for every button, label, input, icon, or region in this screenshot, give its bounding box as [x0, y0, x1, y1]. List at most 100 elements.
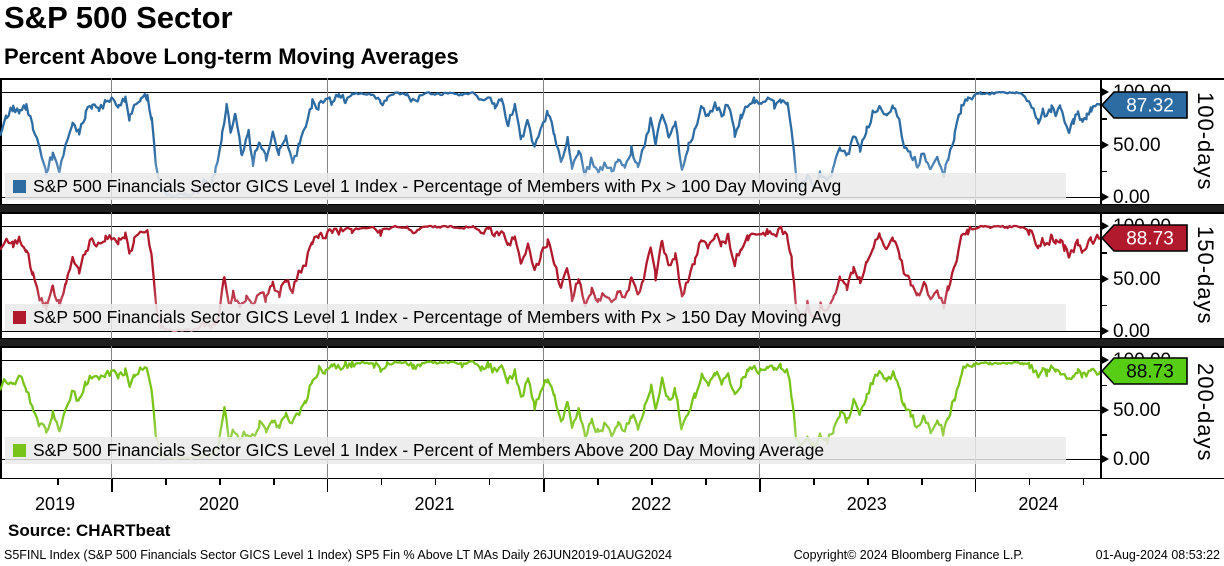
y-tick-label: 50.00: [1113, 268, 1161, 290]
x-quarter-tick: [380, 479, 383, 485]
x-quarter-tick: [921, 479, 923, 485]
x-quarter-tick: [867, 479, 869, 485]
x-axis-year-label: 2020: [198, 494, 239, 514]
y-tick-label: 50.00: [1113, 134, 1161, 156]
right-axis-title: 100-days: [1192, 78, 1218, 205]
right-axis-title-text: 200-days: [1193, 363, 1218, 462]
x-quarter-tick: [273, 479, 275, 485]
panel-divider: [0, 339, 1224, 346]
panel-top-border: [0, 346, 1224, 348]
right-axis-title: 150-days: [1192, 212, 1218, 339]
svg-text:88.73: 88.73: [1126, 228, 1174, 249]
last-value-badge: 87.32: [1101, 91, 1188, 120]
x-axis-year-label: 2021: [414, 494, 455, 514]
page-title: S&P 500 Sector: [4, 0, 233, 35]
x-quarter-tick: [813, 479, 815, 485]
axis-tick-arrow-icon: [1100, 326, 1109, 336]
x-axis-year-label: 2022: [631, 494, 672, 514]
x-year-tick: [543, 479, 545, 492]
axis-tick-arrow-icon: [1100, 139, 1109, 150]
left-axis-line: [0, 78, 2, 205]
panel-100-days: S&P 500 Financials Sector GICS Level 1 I…: [0, 78, 1224, 208]
x-quarter-tick: [651, 479, 653, 485]
legend: S&P 500 Financials Sector GICS Level 1 I…: [5, 304, 1066, 331]
year-gridline: [974, 212, 976, 339]
grid-100: [0, 226, 1100, 227]
legend: S&P 500 Financials Sector GICS Level 1 I…: [5, 437, 1066, 464]
y-minor-tick: [1100, 252, 1107, 254]
legend-swatch-icon: [13, 311, 26, 324]
svg-text:88.73: 88.73: [1126, 362, 1174, 383]
x-quarter-tick: [219, 479, 221, 485]
panel-200-days: S&P 500 Financials Sector GICS Level 1 I…: [0, 346, 1224, 479]
svg-text:87.32: 87.32: [1126, 96, 1174, 117]
y-minor-tick: [1100, 118, 1107, 120]
y-minor-tick: [1100, 304, 1107, 307]
x-quarter-tick: [705, 479, 707, 485]
year-gridline: [974, 346, 976, 479]
axis-tick-arrow-icon: [1100, 192, 1109, 202]
x-quarter-tick: [57, 479, 59, 485]
x-quarter-tick: [597, 479, 599, 485]
x-axis-year-label: 2024: [1018, 494, 1059, 514]
x-quarter-tick: [165, 479, 167, 485]
x-year-tick: [111, 479, 113, 492]
y-minor-tick: [1100, 170, 1107, 173]
left-axis-line: [0, 212, 2, 339]
y-tick-label: 0.00: [1113, 187, 1150, 208]
legend: S&P 500 Financials Sector GICS Level 1 I…: [5, 173, 1066, 200]
year-gridline: [326, 346, 328, 479]
legend-label: S&P 500 Financials Sector GICS Level 1 I…: [33, 440, 825, 460]
year-gridline: [111, 212, 113, 339]
legend-swatch-icon: [13, 444, 26, 457]
legend-label: S&P 500 Financials Sector GICS Level 1 I…: [33, 307, 842, 327]
page-subtitle: Percent Above Long-term Moving Averages: [4, 44, 459, 69]
y-minor-tick: [1100, 434, 1107, 436]
panel-bottom-border: [0, 477, 1224, 479]
year-gridline: [543, 78, 545, 205]
panel-top-border: [0, 78, 1224, 80]
y-tick-label: 0.00: [1113, 449, 1150, 470]
year-gridline: [759, 346, 760, 479]
last-value-badge: 88.73: [1101, 224, 1188, 252]
chart-area: S&P 500 Financials Sector GICS Level 1 I…: [0, 78, 1224, 524]
legend-swatch-icon: [13, 180, 26, 193]
axis-tick-arrow-icon: [1100, 454, 1109, 464]
x-year-tick: [759, 479, 761, 492]
footer-description: S5FINL Index (S&P 500 Financials Sector …: [4, 548, 672, 562]
x-year-tick: [974, 479, 977, 492]
grid-50: [0, 278, 1100, 280]
year-gridline: [974, 78, 976, 205]
panel-150-days: S&P 500 Financials Sector GICS Level 1 I…: [0, 212, 1224, 342]
right-axis-title-text: 100-days: [1193, 92, 1218, 191]
x-axis: 2019 2020 2021 2022 2023 2024: [0, 479, 1224, 524]
x-axis-year-label: 2019: [34, 494, 76, 514]
year-gridline: [759, 78, 760, 205]
year-gridline: [326, 212, 328, 339]
footer-copyright: Copyright© 2024 Bloomberg Finance L.P.: [793, 548, 1024, 562]
grid-0: [0, 331, 1100, 332]
year-gridline: [111, 78, 113, 205]
x-quarter-tick: [1082, 479, 1085, 485]
grid-50: [0, 409, 1100, 411]
x-axis-year-label: 2023: [846, 494, 887, 514]
axis-tick-arrow-icon: [1100, 221, 1109, 231]
axis-tick-arrow-icon: [1100, 404, 1109, 415]
panel-bottom-border: [0, 203, 1224, 205]
x-quarter-tick: [488, 479, 491, 485]
grid-100: [0, 360, 1100, 361]
grid-50: [0, 144, 1100, 146]
x-quarter-tick: [1028, 479, 1031, 485]
axis-tick-arrow-icon: [1100, 355, 1109, 365]
panel-divider: [0, 205, 1224, 212]
source-label: Source: CHARTbeat: [8, 521, 171, 540]
year-gridline: [759, 212, 760, 339]
year-gridline: [111, 346, 113, 479]
y-tick-label: 50.00: [1113, 399, 1161, 421]
footer-timestamp: 01-Aug-2024 08:53:22: [1095, 548, 1220, 562]
right-axis-title: 200-days: [1192, 346, 1218, 479]
footer: S5FINL Index (S&P 500 Financials Sector …: [4, 548, 1220, 562]
x-quarter-tick: [434, 479, 437, 485]
year-gridline: [543, 346, 545, 479]
y-tick-label: 0.00: [1113, 321, 1150, 342]
